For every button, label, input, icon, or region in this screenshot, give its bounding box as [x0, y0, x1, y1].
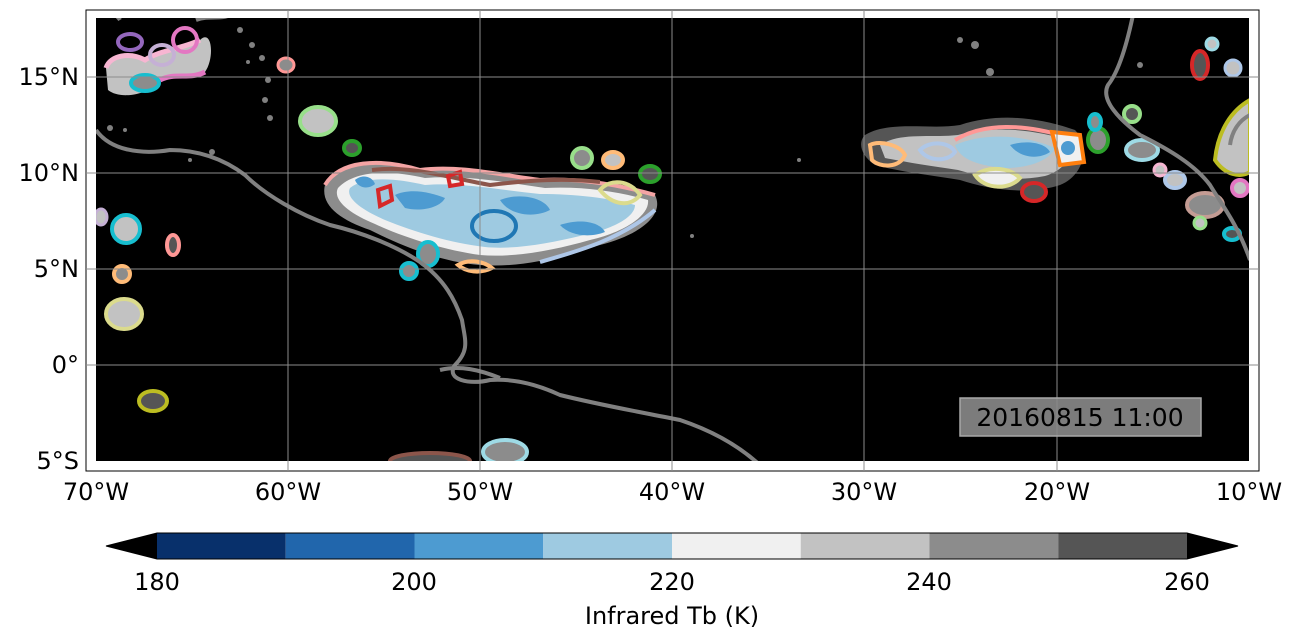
cloud-system-west-atlantic	[323, 160, 658, 274]
lon-tick-label: 30°W	[831, 478, 897, 506]
lat-tick-label: 5°S	[36, 447, 79, 475]
lat-tick-label: 10°N	[19, 159, 80, 187]
colorbar-bin	[285, 533, 415, 559]
colorbar-bins	[157, 533, 1187, 559]
cloud-system-northwest	[103, 26, 212, 96]
colorbar-bin	[414, 533, 544, 559]
lat-axis: 15°N 10°N 5°N 0° 5°S	[19, 63, 80, 475]
colorbar-tick-label: 240	[906, 568, 952, 596]
colorbar-bin	[1058, 533, 1187, 559]
colorbar-tick-label: 220	[649, 568, 695, 596]
colorbar-outline	[105, 532, 1239, 560]
lon-tick-label: 10°W	[1216, 478, 1282, 506]
colorbar-bin	[543, 533, 672, 559]
map-panel: 20160815 11:00	[86, 10, 1259, 471]
colorbar-tick-label: 260	[1164, 568, 1210, 596]
colorbar-bin	[672, 533, 801, 559]
lat-tick-label: 15°N	[19, 63, 80, 91]
lon-tick-label: 40°W	[639, 478, 705, 506]
colorbar-bin	[929, 533, 1059, 559]
gridlines	[86, 10, 1259, 471]
lon-tick-label: 20°W	[1024, 478, 1090, 506]
lon-tick-label: 60°W	[255, 478, 321, 506]
colorbar-label: Infrared Tb (K)	[585, 602, 759, 630]
cloud-features	[96, 18, 1249, 461]
lat-tick-label: 0°	[52, 351, 79, 379]
lat-tick-label: 5°N	[34, 255, 79, 283]
colorbar-bin	[157, 533, 286, 559]
timestamp-text: 20160815 11:00	[976, 403, 1183, 432]
lon-axis: 70°W 60°W 50°W 40°W 30°W 20°W 10°W	[63, 478, 1282, 506]
timestamp-box: 20160815 11:00	[959, 397, 1202, 437]
colorbar: 180 200 220 240 260 Infrared Tb (K)	[105, 532, 1239, 630]
caribbean-islands	[107, 27, 1143, 238]
lon-tick-label: 50°W	[447, 478, 513, 506]
cloud-system-small-west	[96, 56, 662, 461]
colorbar-tick-label: 200	[391, 568, 437, 596]
colorbar-bin	[800, 533, 930, 559]
colorbar-extend-high	[1187, 533, 1238, 559]
colorbar-extend-low	[106, 533, 157, 559]
coastlines	[96, 18, 1249, 461]
colorbar-tick-label: 180	[134, 568, 180, 596]
lon-tick-label: 70°W	[63, 478, 129, 506]
